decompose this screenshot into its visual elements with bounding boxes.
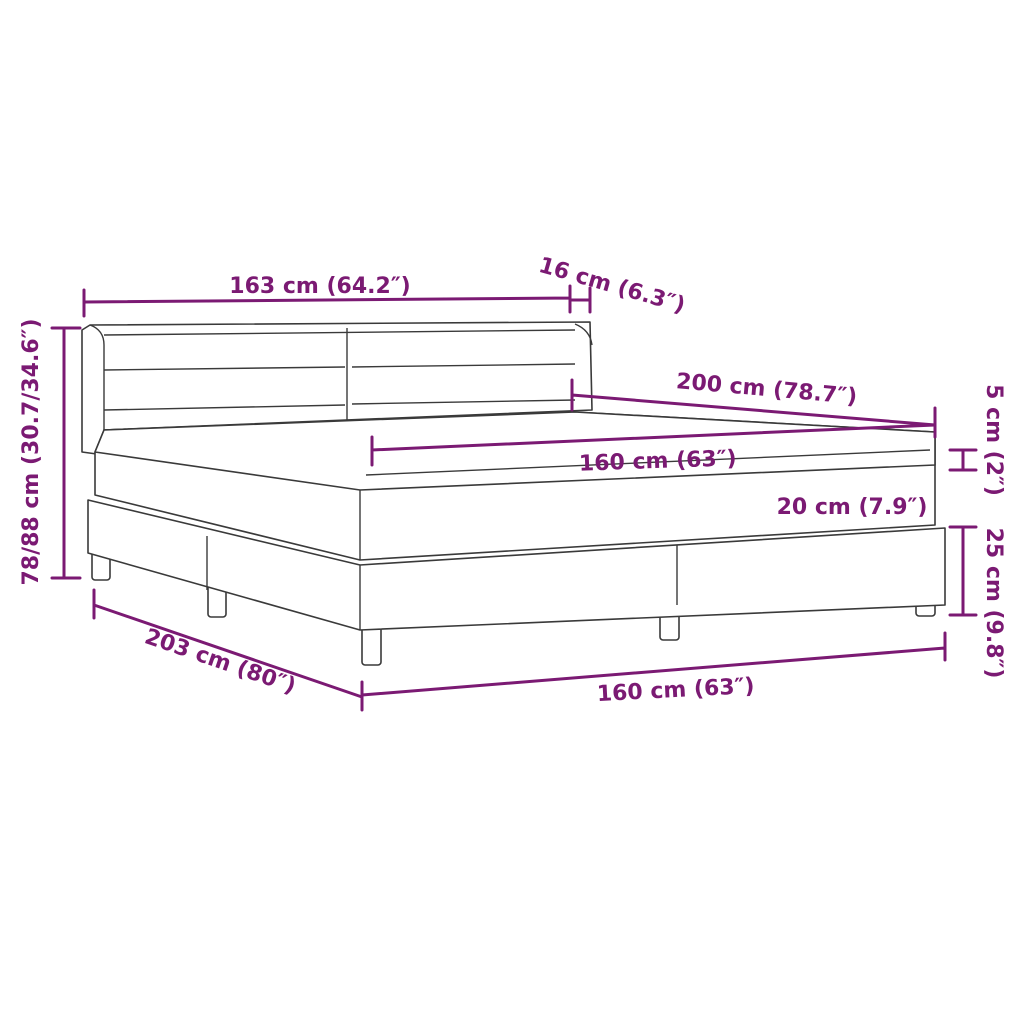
base-width-line [360, 631, 947, 697]
dimension-lines [50, 284, 978, 712]
total-height-line [50, 326, 82, 580]
headboard-depth-line [568, 286, 592, 314]
base-height-label: 25 cm (9.8″) [981, 528, 1006, 679]
mattress-width-line [370, 423, 937, 467]
mattress-topper [94, 411, 936, 491]
base-width-label: 160 cm (63″) [596, 674, 755, 707]
total-height-label: 78/88 cm (30.7/34.6″) [19, 318, 44, 585]
total-length-label: 203 cm (80″) [141, 624, 298, 699]
headboard-depth-label: 16 cm (6.3″) [536, 253, 688, 319]
leg [361, 624, 382, 666]
mattress-length-line [570, 378, 937, 439]
topper-height-line [948, 448, 978, 472]
topper-height-label: 5 cm (2″) [981, 384, 1006, 496]
mattress-width-label: 160 cm (63″) [579, 446, 738, 476]
mattress-height-label: 20 cm (7.9″) [777, 495, 928, 520]
headboard-width-label: 163 cm (64.2″) [229, 274, 410, 299]
base-height-line [948, 525, 978, 617]
mattress-length-label: 200 cm (78.7″) [675, 369, 858, 410]
bed-drawing [81, 321, 946, 666]
